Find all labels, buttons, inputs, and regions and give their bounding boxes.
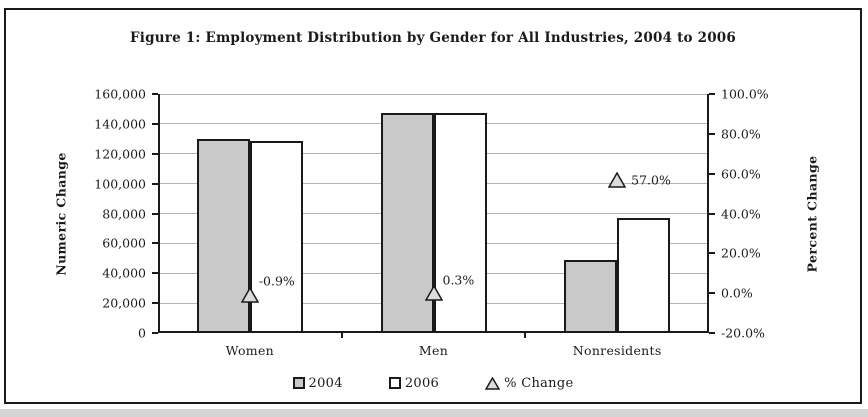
legend-item-pct-change: % Change bbox=[485, 376, 573, 391]
left-tick-label: 120,000 bbox=[94, 146, 146, 162]
right-tick bbox=[709, 132, 715, 135]
bottom-strip bbox=[0, 409, 868, 417]
figure-frame: Figure 1: Employment Distribution by Gen… bbox=[4, 8, 862, 404]
right-tick-label: 80.0% bbox=[721, 126, 761, 142]
bar-2006-women bbox=[249, 140, 303, 333]
legend-swatch-2004-icon bbox=[292, 377, 305, 389]
plot-area: 0 20,000 40,000 60,000 80,000 100,000 120,000 1… bbox=[94, 87, 768, 359]
left-tick-label: 20,000 bbox=[102, 295, 146, 311]
legend-label-pct-change: % Change bbox=[504, 375, 574, 391]
right-tick-label: 40.0% bbox=[721, 206, 761, 221]
category-label: Men bbox=[418, 343, 449, 358]
triangle-marker-icon bbox=[485, 376, 501, 390]
right-tick-label: 60.0% bbox=[721, 166, 761, 182]
bar-2004-nonresidents bbox=[564, 259, 618, 333]
pct-change-triangle-icon bbox=[240, 286, 259, 303]
bar-2006-nonresidents bbox=[617, 217, 671, 333]
left-tick-label: 60,000 bbox=[102, 235, 146, 251]
right-tick-label: -20.0% bbox=[721, 325, 765, 341]
bar-2006-men bbox=[433, 112, 487, 333]
pct-change-triangle-icon bbox=[424, 284, 443, 301]
left-tick bbox=[152, 332, 158, 334]
left-tick-label: 100,000 bbox=[94, 176, 146, 192]
right-tick bbox=[709, 212, 715, 215]
legend-item-2004: 2004 bbox=[292, 375, 343, 391]
right-tick bbox=[709, 93, 715, 95]
left-tick bbox=[152, 242, 158, 245]
right-tick-label: 100.0% bbox=[721, 86, 769, 102]
left-tick bbox=[152, 302, 158, 305]
left-tick bbox=[152, 272, 158, 275]
bar-2004-men bbox=[380, 113, 434, 333]
left-tick bbox=[152, 212, 158, 215]
right-tick bbox=[709, 292, 715, 295]
right-tick-label: 0.0% bbox=[721, 285, 753, 301]
category-boundary-tick bbox=[340, 333, 343, 338]
right-tick bbox=[709, 252, 715, 255]
left-tick-label: 140,000 bbox=[94, 116, 146, 132]
left-tick bbox=[152, 122, 158, 125]
pct-change-label: -0.9% bbox=[258, 273, 295, 289]
left-tick-label: 160,000 bbox=[94, 86, 146, 102]
category-label: Nonresidents bbox=[572, 343, 662, 358]
category-label: Women bbox=[225, 343, 274, 358]
category-boundary-tick bbox=[524, 333, 527, 338]
bar-2004-women bbox=[196, 138, 250, 333]
legend-label-2004: 2004 bbox=[308, 375, 343, 391]
left-tick bbox=[152, 182, 158, 185]
chart-title: Figure 1: Employment Distribution by Gen… bbox=[130, 30, 736, 46]
left-tick-label: 0 bbox=[138, 325, 146, 341]
right-tick bbox=[709, 172, 715, 175]
legend-label-2006: 2006 bbox=[404, 375, 440, 391]
pct-change-label: 0.3% bbox=[442, 272, 475, 288]
right-tick-label: 20.0% bbox=[721, 245, 761, 261]
right-axis-line bbox=[707, 94, 709, 333]
left-axis-line bbox=[158, 94, 160, 333]
left-tick-label: 80,000 bbox=[102, 206, 146, 221]
legend-item-2006: 2006 bbox=[388, 375, 440, 391]
left-tick-label: 40,000 bbox=[102, 265, 146, 281]
x-axis-line bbox=[158, 331, 709, 333]
left-tick bbox=[152, 93, 158, 95]
gridline bbox=[158, 93, 709, 95]
legend: 2004 2006 % Change bbox=[6, 374, 860, 392]
left-tick bbox=[152, 152, 158, 155]
pct-change-triangle-icon bbox=[608, 171, 627, 188]
legend-swatch-2006-icon bbox=[388, 377, 401, 389]
right-tick bbox=[709, 332, 715, 334]
pct-change-label: 57.0% bbox=[631, 172, 671, 188]
right-axis-title: Percent Change bbox=[804, 155, 820, 273]
